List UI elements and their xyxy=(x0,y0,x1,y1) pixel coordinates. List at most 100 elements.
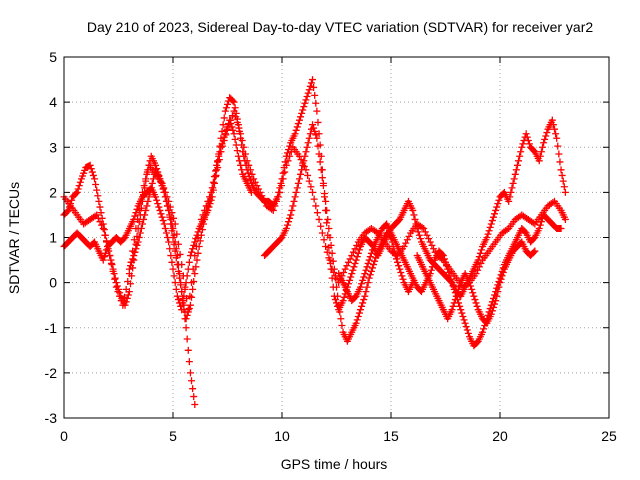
data-point-marker xyxy=(63,208,71,216)
data-point-marker xyxy=(112,283,120,291)
data-point-marker xyxy=(170,214,178,222)
data-point-marker xyxy=(318,174,326,182)
data-series-arc-6 xyxy=(335,211,565,350)
data-point-marker xyxy=(135,206,143,214)
data-point-marker xyxy=(156,175,164,183)
data-point-marker xyxy=(322,197,330,205)
data-point-marker xyxy=(261,199,269,207)
data-point-marker xyxy=(297,170,305,178)
data-point-marker xyxy=(104,245,112,253)
data-point-marker xyxy=(179,272,187,280)
data-point-marker xyxy=(349,266,357,274)
data-point-marker xyxy=(220,133,228,141)
data-point-marker xyxy=(86,161,94,169)
data-point-marker xyxy=(414,228,422,236)
plot-frame xyxy=(63,56,610,419)
data-point-marker xyxy=(169,265,177,273)
data-point-marker xyxy=(537,148,545,156)
data-point-marker xyxy=(343,262,351,270)
data-point-marker xyxy=(542,132,550,140)
data-point-marker xyxy=(548,116,556,124)
data-point-marker xyxy=(185,358,193,366)
data-point-marker xyxy=(200,220,208,228)
data-point-marker xyxy=(344,258,352,266)
data-point-marker xyxy=(131,248,139,256)
data-point-marker xyxy=(516,152,524,160)
data-point-marker xyxy=(337,315,345,323)
data-point-marker xyxy=(286,152,294,160)
data-point-marker xyxy=(312,131,320,139)
y-tick-label: 2 xyxy=(49,184,57,200)
data-point-marker xyxy=(92,180,100,188)
data-point-marker xyxy=(218,140,226,148)
data-point-marker xyxy=(287,211,295,219)
data-point-marker xyxy=(426,238,434,246)
data-point-marker xyxy=(486,223,494,231)
data-point-marker xyxy=(487,220,495,228)
data-point-marker xyxy=(174,267,182,275)
data-point-marker xyxy=(305,86,313,94)
data-point-marker xyxy=(194,249,202,257)
data-point-marker xyxy=(366,253,374,261)
data-point-marker xyxy=(448,279,456,287)
data-point-marker xyxy=(154,200,162,208)
data-point-marker xyxy=(184,346,192,354)
data-point-marker xyxy=(179,294,187,302)
data-point-marker xyxy=(299,161,307,169)
data-point-marker xyxy=(220,114,228,122)
data-point-marker xyxy=(129,255,137,263)
data-point-marker xyxy=(309,188,317,196)
data-point-marker xyxy=(230,107,238,115)
data-point-marker xyxy=(397,268,405,276)
data-point-marker xyxy=(172,285,180,293)
data-point-marker xyxy=(189,245,197,253)
data-point-marker xyxy=(515,157,523,165)
data-point-marker xyxy=(181,283,189,291)
data-point-marker xyxy=(271,202,279,210)
data-point-marker xyxy=(347,273,355,281)
y-axis-label: SDTVAR / TECUs xyxy=(6,182,22,294)
data-point-marker xyxy=(477,246,485,254)
data-point-marker xyxy=(316,158,324,166)
data-point-marker xyxy=(461,319,469,327)
data-point-marker xyxy=(185,305,193,313)
data-point-marker xyxy=(511,170,519,178)
data-point-marker xyxy=(329,257,337,265)
y-tick-label: 0 xyxy=(49,275,57,291)
data-point-marker xyxy=(362,288,370,296)
data-point-marker xyxy=(74,185,82,193)
data-point-marker xyxy=(559,177,567,185)
data-point-marker xyxy=(148,179,156,187)
data-point-marker xyxy=(448,306,456,314)
data-point-marker xyxy=(238,166,246,174)
data-point-marker xyxy=(367,267,375,275)
data-point-marker xyxy=(509,179,517,187)
data-point-marker xyxy=(290,197,298,205)
data-point-marker xyxy=(488,217,496,225)
data-point-marker xyxy=(364,279,372,287)
data-point-marker xyxy=(182,324,190,332)
data-point-marker xyxy=(452,292,460,300)
data-point-marker xyxy=(462,323,470,331)
data-point-marker xyxy=(411,215,419,223)
data-point-marker xyxy=(372,254,380,262)
data-point-marker xyxy=(185,258,193,266)
data-point-marker xyxy=(561,188,569,196)
data-point-marker xyxy=(282,224,290,232)
data-point-marker xyxy=(156,206,164,214)
data-point-marker xyxy=(475,263,483,271)
data-point-marker xyxy=(359,299,367,307)
data-point-marker xyxy=(352,256,360,264)
data-point-marker xyxy=(241,150,249,158)
data-point-marker xyxy=(146,188,154,196)
data-point-marker xyxy=(87,165,95,173)
data-point-marker xyxy=(355,246,363,254)
data-point-marker xyxy=(398,272,406,280)
data-point-marker xyxy=(556,158,564,166)
data-point-marker xyxy=(97,209,105,217)
data-point-marker xyxy=(101,231,109,239)
data-point-marker xyxy=(214,157,222,165)
data-point-marker xyxy=(106,252,114,260)
data-point-marker xyxy=(96,203,104,211)
